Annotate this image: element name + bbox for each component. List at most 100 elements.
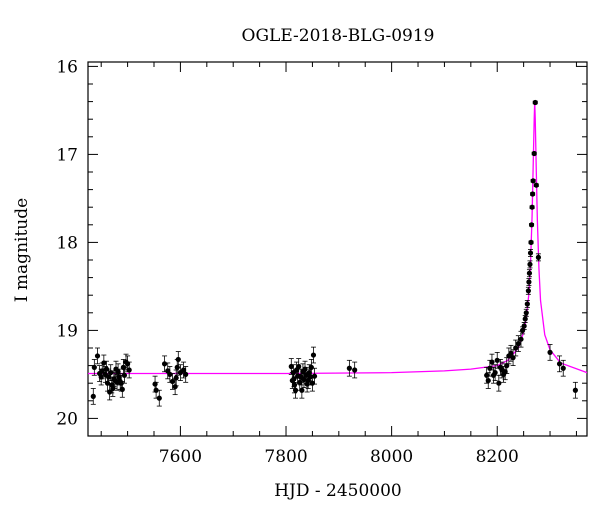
data-marker bbox=[101, 360, 107, 366]
data-marker bbox=[523, 310, 529, 316]
data-marker bbox=[311, 373, 318, 379]
data-marker bbox=[180, 367, 187, 373]
data-marker bbox=[528, 239, 534, 245]
data-marker bbox=[94, 353, 101, 359]
data-point bbox=[494, 351, 500, 369]
data-marker bbox=[524, 301, 530, 307]
data-point bbox=[292, 381, 299, 399]
data-point bbox=[530, 191, 536, 197]
data-point bbox=[346, 359, 352, 377]
data-marker bbox=[526, 270, 533, 276]
data-marker bbox=[91, 364, 97, 370]
data-point bbox=[91, 359, 97, 376]
data-point bbox=[485, 372, 491, 389]
x-tick-label: 8200 bbox=[476, 447, 519, 467]
data-marker bbox=[108, 370, 114, 376]
data-point bbox=[522, 315, 528, 323]
data-marker bbox=[308, 364, 314, 370]
data-points bbox=[90, 99, 578, 407]
data-marker bbox=[527, 261, 533, 267]
data-marker bbox=[119, 386, 125, 392]
data-marker bbox=[522, 316, 528, 322]
data-marker bbox=[504, 363, 510, 369]
data-point bbox=[513, 339, 519, 357]
data-point bbox=[167, 366, 173, 383]
data-marker bbox=[153, 387, 159, 393]
x-tick-label: 7600 bbox=[159, 447, 202, 467]
data-point bbox=[572, 381, 578, 399]
data-marker bbox=[346, 365, 352, 371]
data-marker bbox=[533, 182, 539, 188]
data-marker bbox=[296, 363, 302, 370]
data-marker bbox=[535, 254, 542, 260]
data-point bbox=[94, 347, 101, 365]
data-marker bbox=[121, 372, 128, 378]
y-tick-label: 19 bbox=[56, 321, 78, 341]
data-point bbox=[311, 367, 318, 385]
data-point bbox=[560, 359, 566, 377]
data-marker bbox=[310, 352, 317, 358]
data-marker bbox=[515, 341, 521, 347]
data-point bbox=[528, 222, 535, 228]
x-tick-label: 8000 bbox=[370, 447, 413, 467]
x-tick-labels: 7600 7800 8000 8200 bbox=[159, 447, 519, 467]
data-point bbox=[523, 308, 529, 317]
data-point bbox=[526, 278, 532, 286]
data-marker bbox=[105, 374, 112, 380]
data-point bbox=[527, 260, 533, 269]
data-marker bbox=[572, 387, 578, 393]
data-marker bbox=[496, 380, 502, 386]
data-point bbox=[496, 374, 502, 392]
data-marker bbox=[487, 365, 493, 371]
data-marker bbox=[485, 377, 491, 384]
data-point bbox=[352, 361, 358, 379]
data-point bbox=[173, 369, 179, 387]
data-marker bbox=[530, 191, 536, 197]
data-point bbox=[529, 204, 535, 210]
data-marker bbox=[518, 336, 524, 342]
data-marker bbox=[525, 288, 531, 294]
y-tick-labels: 16 17 18 19 20 bbox=[56, 57, 78, 429]
data-point bbox=[119, 381, 125, 398]
data-point bbox=[556, 355, 563, 373]
y-tick-label: 16 bbox=[56, 57, 78, 77]
data-marker bbox=[521, 323, 527, 329]
data-point bbox=[126, 361, 132, 379]
y-tick-label: 17 bbox=[56, 145, 78, 165]
data-marker bbox=[547, 349, 553, 355]
y-tick-label: 18 bbox=[56, 233, 78, 253]
data-marker bbox=[510, 355, 516, 361]
data-marker bbox=[183, 371, 189, 377]
data-marker bbox=[560, 365, 566, 371]
data-point bbox=[531, 150, 537, 157]
data-point bbox=[183, 366, 189, 383]
data-marker bbox=[532, 99, 538, 106]
data-marker bbox=[530, 178, 536, 184]
data-marker bbox=[172, 384, 178, 390]
data-marker bbox=[107, 389, 113, 395]
data-marker bbox=[352, 367, 358, 373]
data-point bbox=[535, 253, 542, 262]
data-marker bbox=[527, 250, 534, 256]
data-marker bbox=[492, 370, 498, 376]
model-curve bbox=[88, 101, 588, 375]
data-marker bbox=[528, 222, 535, 228]
data-point bbox=[532, 99, 538, 106]
chart-title: OGLE-2018-BLG-0919 bbox=[242, 26, 435, 46]
data-point bbox=[310, 346, 317, 364]
data-marker bbox=[301, 377, 307, 383]
data-marker bbox=[167, 371, 173, 377]
data-marker bbox=[309, 380, 316, 386]
axis-ticks bbox=[88, 62, 587, 437]
data-marker bbox=[292, 387, 299, 393]
data-point bbox=[530, 178, 536, 184]
data-marker bbox=[494, 357, 500, 363]
data-marker bbox=[307, 374, 313, 380]
data-point bbox=[533, 182, 539, 188]
data-marker bbox=[175, 356, 181, 363]
data-marker bbox=[90, 393, 96, 399]
data-marker bbox=[508, 350, 514, 356]
data-marker bbox=[489, 359, 495, 365]
